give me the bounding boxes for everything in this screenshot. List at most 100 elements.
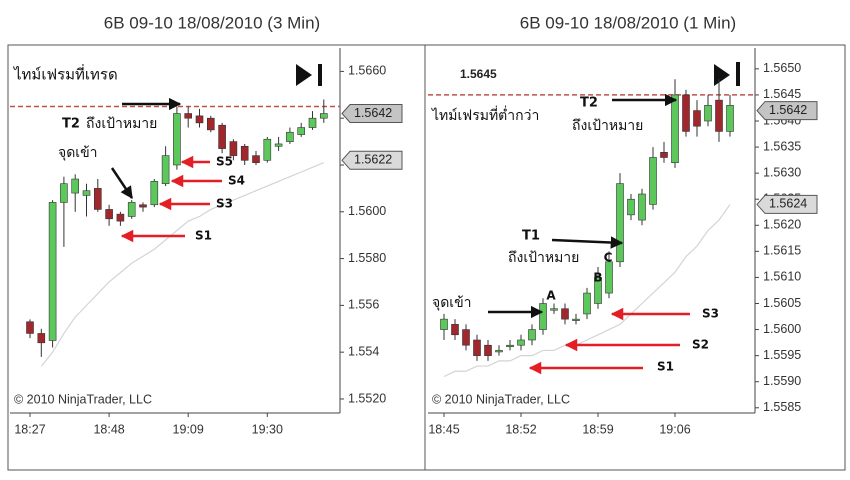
y-tick-label: 1.5580 — [348, 251, 386, 265]
y-tick-label: 1.5660 — [348, 64, 386, 78]
candle-body — [682, 94, 690, 132]
annotation: S1 — [195, 229, 212, 243]
candle-body — [297, 127, 306, 135]
candle-body — [26, 321, 34, 334]
candle-body — [451, 324, 459, 336]
y-tick-label: 1.5650 — [763, 61, 801, 75]
annotation: จุดเข้า — [58, 145, 98, 161]
chart-panel: 6B 09-10 18/08/2010 (3 Min) 1.5520 1.554 1.… — [10, 13, 403, 436]
candle-body — [184, 113, 192, 119]
candle-body — [116, 213, 125, 222]
candle-body — [94, 188, 102, 210]
candle-body — [726, 105, 734, 132]
x-tick-label: 19:30 — [252, 422, 283, 436]
y-tick-label: 1.5600 — [763, 322, 801, 336]
price-marker-label: 1.5642 — [354, 106, 392, 120]
candle-body — [484, 344, 492, 356]
x-tick-label: 18:27 — [14, 422, 45, 436]
annotation: ไทม์เฟรมที่ต่ำกว่า — [431, 106, 539, 124]
candle-body — [60, 183, 68, 203]
candle-body — [638, 193, 646, 221]
candle-body — [150, 181, 159, 206]
y-tick-label: 1.5630 — [763, 165, 801, 179]
price-marker — [756, 194, 818, 214]
candle-body — [616, 183, 624, 263]
candle-body — [572, 318, 580, 321]
annotation: C — [604, 251, 613, 265]
candle-body — [37, 333, 46, 344]
level-label: 1.5645 — [460, 67, 497, 81]
annotation: ถึงเป้าหมาย — [508, 250, 579, 266]
x-tick-label: 18:48 — [93, 422, 124, 436]
candle-body — [594, 277, 602, 304]
candle-body — [671, 94, 679, 164]
annotation: ไทม์เฟรมที่เทรด — [13, 64, 118, 84]
annotation: จุดเข้า — [432, 295, 472, 311]
y-tick-label: 1.5615 — [763, 244, 801, 258]
candle-body — [319, 113, 328, 119]
annotation: A — [546, 289, 556, 303]
annotation: B — [593, 271, 602, 285]
y-tick-label: 1.5585 — [763, 400, 801, 414]
candle-body — [462, 329, 470, 346]
y-tick-label: 1.5635 — [763, 139, 801, 153]
annotation: S1 — [657, 360, 674, 374]
candle-body — [71, 178, 79, 194]
y-tick-label: 1.554 — [348, 344, 379, 358]
x-tick-label: 19:06 — [659, 422, 690, 436]
candle-body — [195, 115, 204, 124]
candle-body — [252, 155, 260, 163]
arrow — [551, 236, 624, 249]
copyright: © 2010 NinjaTrader, LLC — [432, 392, 570, 406]
y-tick-label: 1.5595 — [763, 348, 801, 362]
price-marker — [341, 150, 403, 170]
arrow — [110, 167, 134, 200]
candle-body — [660, 151, 668, 158]
copyright: © 2010 NinjaTrader, LLC — [14, 392, 152, 406]
x-tick-label: 19:09 — [173, 422, 204, 436]
annotation: T1 — [522, 229, 540, 244]
chart-title: 6B 09-10 18/08/2010 (3 Min) — [104, 13, 320, 32]
candle-body — [704, 105, 712, 122]
x-tick-label: 18:59 — [582, 422, 613, 436]
annotation: T2 — [580, 96, 598, 111]
candle-body — [605, 261, 613, 294]
candle-body — [473, 339, 481, 356]
candle-body — [218, 124, 226, 149]
price-marker-label: 1.5642 — [769, 103, 807, 117]
candle-body — [240, 145, 249, 161]
price-marker — [341, 104, 403, 124]
x-tick-label: 18:52 — [505, 422, 536, 436]
y-tick-label: 1.5600 — [348, 204, 386, 218]
candle-body — [127, 202, 136, 217]
moving-average — [443, 204, 731, 378]
candle-body — [105, 209, 113, 220]
y-tick-label: 1.5620 — [763, 218, 801, 232]
annotation: S2 — [692, 338, 709, 352]
candle-body — [715, 99, 723, 132]
chart-title: 6B 09-10 18/08/2010 (1 Min) — [520, 13, 736, 32]
candle-body — [561, 308, 569, 320]
annotation: S4 — [228, 174, 245, 188]
y-tick-label: 1.5605 — [763, 296, 801, 310]
annotation: ถึงเป้าหมาย — [572, 118, 643, 134]
candle-body — [207, 117, 215, 131]
annotation: T2 — [62, 117, 80, 132]
y-tick-label: 1.5645 — [763, 87, 801, 101]
candle-body — [139, 204, 147, 208]
price-marker-label: 1.5624 — [769, 197, 807, 211]
candle-body — [517, 339, 525, 346]
price-marker-label: 1.5622 — [354, 153, 392, 167]
y-tick-label: 1.556 — [348, 298, 379, 312]
candle-body — [229, 141, 238, 156]
price-marker — [756, 101, 818, 121]
candle-body — [550, 308, 558, 311]
candle-body — [173, 113, 181, 166]
candle-body — [539, 303, 547, 330]
candle-body — [263, 138, 272, 161]
candle-body — [506, 344, 514, 348]
annotation: S5 — [216, 155, 233, 169]
candle-body — [495, 350, 503, 353]
end-icon — [296, 64, 322, 86]
